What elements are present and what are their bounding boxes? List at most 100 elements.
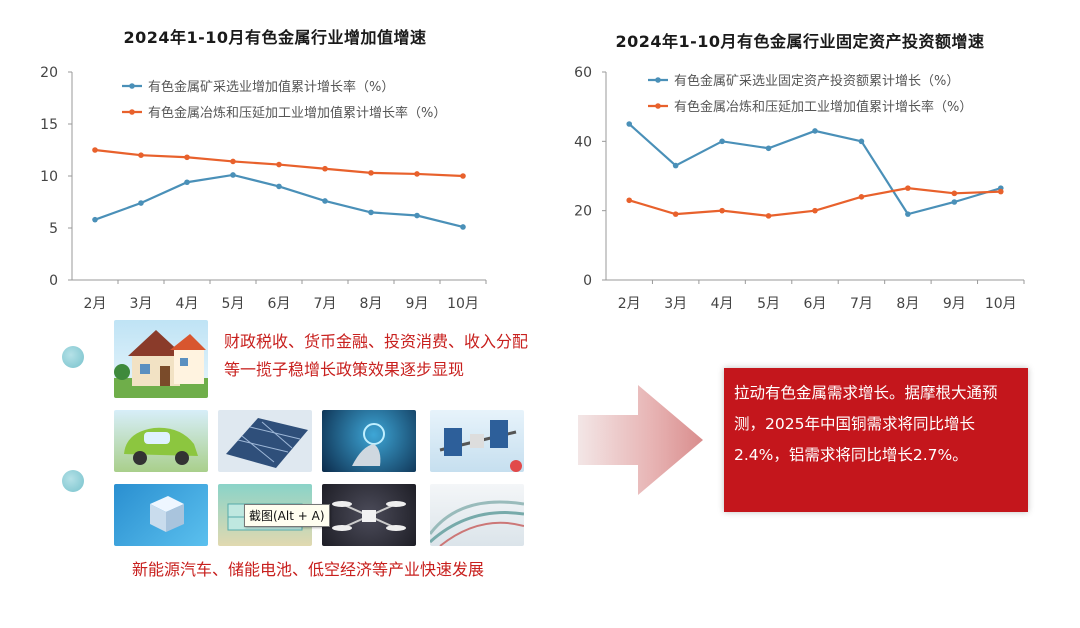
y-tick-label: 15	[40, 117, 58, 133]
demand-callout: 拉动有色金属需求增长。据摩根大通预测，2025年中国铜需求将同比增长2.4%，铝…	[724, 368, 1028, 512]
series-1-point	[672, 211, 679, 217]
legend-marker-0	[655, 77, 661, 83]
x-tick-label: 8月	[360, 296, 383, 312]
series-0-point	[138, 200, 144, 206]
x-tick-label: 2月	[84, 296, 107, 312]
x-tick-label: 6月	[268, 296, 291, 312]
robot-hand-icon	[352, 423, 385, 466]
series-1-point	[719, 207, 725, 214]
screenshot-tooltip: 截图(Alt + A)	[244, 504, 330, 527]
legend-label-1: 有色金属冶炼和压延加工业增加值累计增长率（%）	[674, 99, 972, 115]
caption-policy: 财政税收、货币金融、投资消费、收入分配等一揽子稳增长政策效果逐步显现	[224, 332, 529, 379]
x-tick-label: 9月	[943, 296, 966, 312]
x-tick-label: 3月	[664, 296, 687, 312]
cable-icon	[430, 500, 524, 546]
y-tick-label: 40	[574, 134, 592, 150]
x-tick-label: 2月	[618, 296, 641, 312]
legend-marker-0	[129, 83, 135, 89]
x-tick-label: 10月	[985, 296, 1017, 312]
series-0-point	[92, 216, 98, 223]
drone-image	[322, 484, 416, 546]
y-tick-label: 20	[40, 65, 58, 81]
y-tick-label: 60	[574, 65, 592, 81]
legend-marker-1	[655, 103, 661, 109]
series-0-point	[322, 198, 328, 204]
chart-left-svg: 0 5 10 15 20 2月 3月 4月 5月 6月 7月 8月 9月 10月 有色金属矿采选业增加值累计…	[40, 65, 487, 312]
chart-left-title: 2024年1-10月有色金属行业增加值增速	[123, 28, 427, 47]
x-tick-label: 7月	[850, 296, 873, 312]
caption-industries: 新能源汽车、储能电池、低空经济等产业快速发展	[132, 560, 485, 579]
series-0-point	[276, 183, 282, 190]
bullet-icon	[62, 346, 84, 368]
series-1-point	[368, 170, 374, 176]
legend-label-0: 有色金属矿采选业增加值累计增长率（%）	[148, 79, 394, 95]
series-0-point	[230, 172, 236, 178]
chart-right: 2024年1-10月有色金属行业固定资产投资额增速 0 20 40 60 2月 3月 4月 5…	[550, 28, 1050, 328]
series-0-point	[626, 121, 633, 127]
solar-panel-icon	[226, 418, 308, 468]
series-1-point	[905, 185, 911, 191]
series-1-point	[765, 213, 772, 219]
x-tick-label: 7月	[314, 296, 337, 312]
series-1-point	[92, 147, 98, 153]
series-1-point	[997, 188, 1004, 195]
series-1-point	[414, 171, 420, 177]
x-tick-label: 4月	[176, 296, 199, 312]
series-1-point	[322, 165, 328, 172]
house-image	[114, 320, 208, 398]
series-line-0	[628, 123, 1002, 216]
chart-right-title: 2024年1-10月有色金属行业固定资产投资额增速	[615, 32, 985, 51]
series-1-point	[184, 154, 190, 161]
x-tick-label: 10月	[447, 296, 479, 312]
series-0-point	[414, 212, 420, 219]
bullet-icon	[62, 470, 84, 492]
space-station-image	[430, 410, 524, 472]
battery-storage-image	[114, 484, 208, 546]
series-0-point	[812, 128, 818, 134]
series-1-point	[460, 173, 466, 179]
series-0-point	[368, 209, 374, 216]
x-tick-label: 8月	[896, 296, 919, 312]
series-line-0	[94, 173, 464, 229]
series-0-point	[672, 162, 679, 169]
legend-label-0: 有色金属矿采选业固定资产投资额累计增长（%）	[674, 73, 959, 89]
y-tick-label: 0	[583, 273, 592, 289]
solar-panel-image	[218, 410, 312, 472]
series-0-point	[905, 211, 911, 217]
car-icon	[124, 427, 198, 465]
series-0-point	[858, 138, 865, 145]
arrow-right-icon	[578, 385, 703, 495]
ai-tech-image	[322, 410, 416, 472]
x-tick-label: 3月	[130, 296, 153, 312]
chart-left: 2024年1-10月有色金属行业增加值增速 0 5 10 15 20 2月 3月 4月 5月 6月…	[30, 24, 520, 324]
drone-icon	[332, 501, 406, 531]
house-icon	[114, 330, 208, 398]
x-tick-label: 4月	[711, 296, 734, 312]
series-1-point	[276, 161, 282, 168]
electric-car-image	[114, 410, 208, 472]
x-tick-label: 5月	[222, 296, 245, 312]
x-tick-label: 6月	[804, 296, 827, 312]
series-1-point	[951, 190, 958, 197]
y-tick-label: 5	[49, 221, 58, 237]
legend-marker-1	[129, 109, 135, 115]
battery-icon	[150, 496, 184, 532]
series-0-point	[951, 199, 958, 205]
y-tick-label: 10	[40, 169, 58, 185]
legend-label-1: 有色金属冶炼和压延加工业增加值累计增长率（%）	[148, 105, 446, 121]
series-1-point	[626, 197, 633, 204]
y-tick-label: 0	[49, 273, 58, 289]
series-0-point	[765, 145, 772, 152]
series-1-point	[812, 207, 818, 214]
series-0-point	[184, 179, 190, 186]
series-0-point	[719, 138, 725, 145]
series-1-point	[138, 152, 144, 158]
x-tick-label: 5月	[757, 296, 780, 312]
series-0-point	[460, 224, 466, 230]
x-tick-label: 9月	[406, 296, 429, 312]
satellite-icon	[439, 420, 522, 472]
chart-right-svg: 0 20 40 60 2月 3月 4月 5月 6月 7月 8月 9月 10月 有色金属矿采选业固定资产投资…	[574, 65, 1025, 312]
y-tick-label: 20	[574, 204, 592, 220]
cable-wire-image	[430, 484, 524, 546]
series-1-point	[230, 158, 236, 165]
